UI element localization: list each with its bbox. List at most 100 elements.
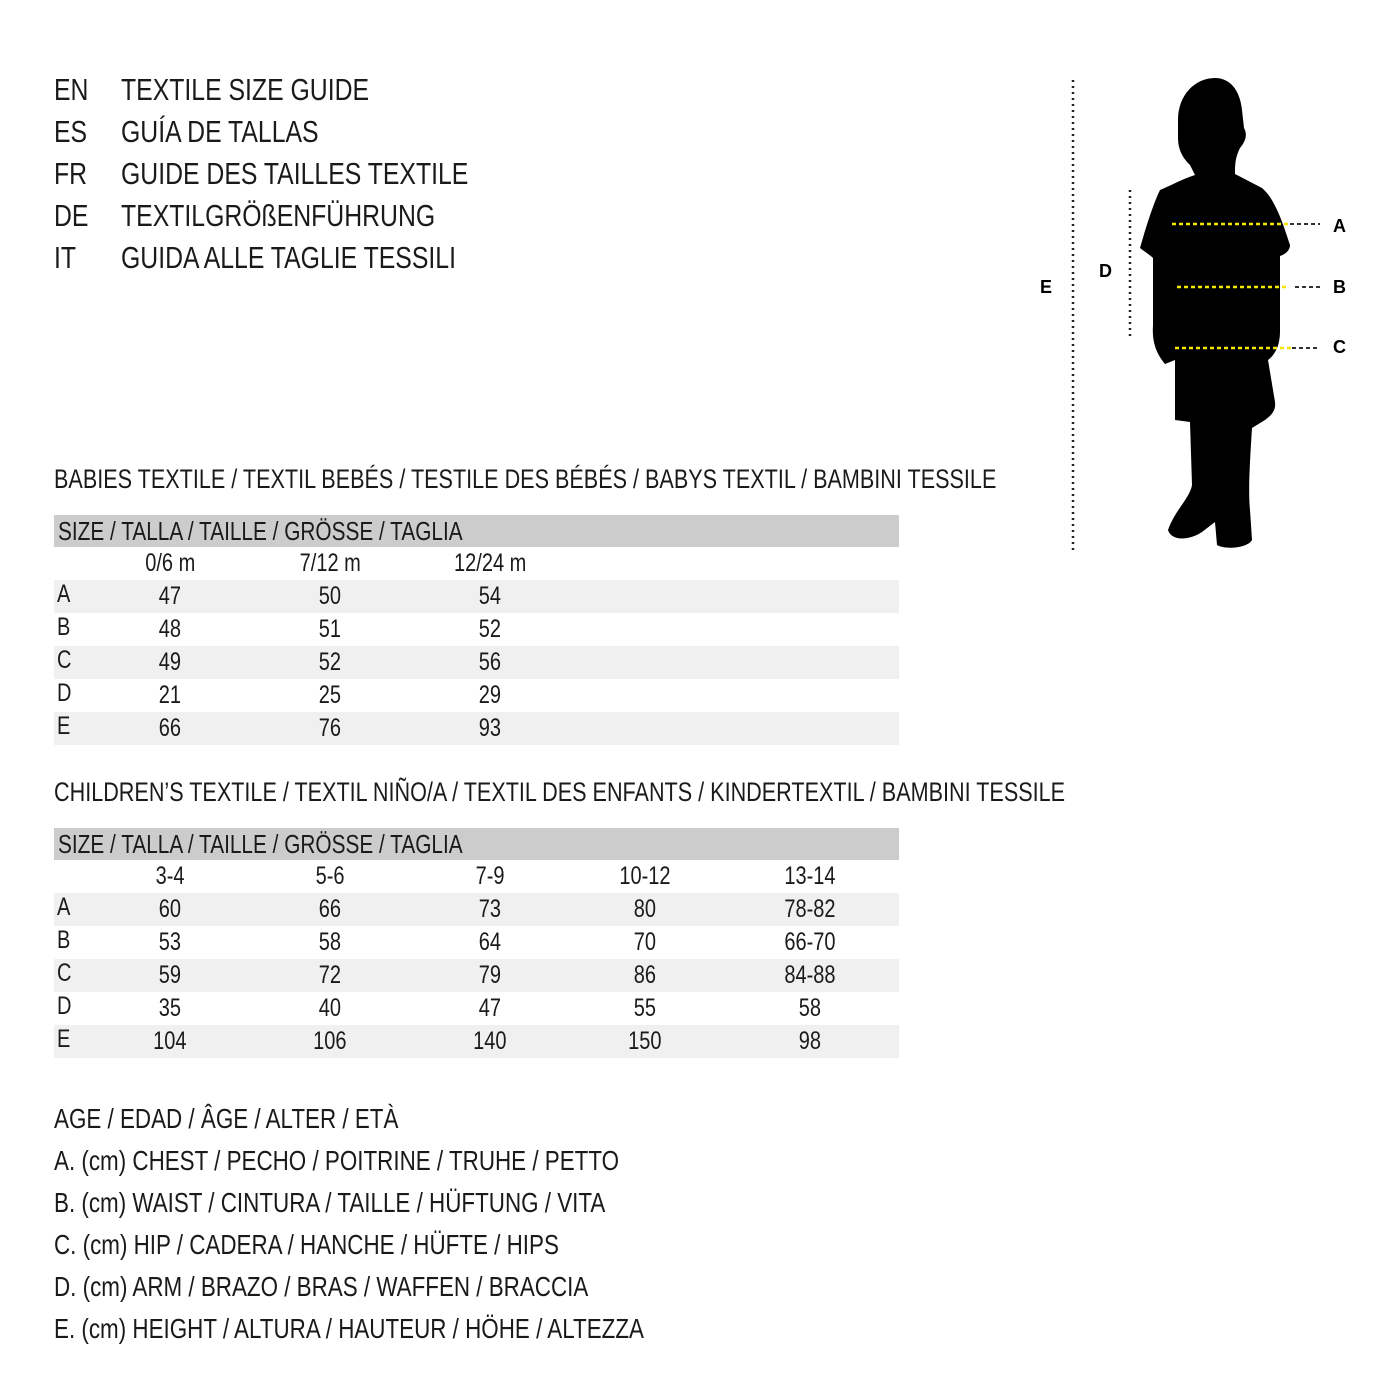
title-de: DE TEXTILGRÖßENFÜHRUNG [54, 198, 435, 234]
table-header: SIZE / TALLA / TAILLE / GRÖSSE / TAGLIA [54, 828, 899, 860]
table-cell: 150 [628, 1027, 662, 1055]
table-cell: 25 [318, 681, 342, 709]
table-cell: 59 [158, 961, 182, 989]
title-fr: FR GUIDE DES TAILLES TEXTILE [54, 156, 468, 192]
table-cell: 47 [158, 582, 182, 610]
row-label: D [57, 679, 72, 707]
row-label: A [57, 580, 71, 608]
legend-waist: B. (cm) WAIST / CINTURA / TAILLE / HÜFTU… [54, 1187, 743, 1219]
row-label: E [57, 1025, 71, 1053]
table-cell: 35 [158, 994, 182, 1022]
table-cell: 21 [158, 681, 182, 709]
label-e: E [1040, 277, 1052, 297]
child-silhouette [1140, 78, 1290, 548]
child-silhouette-figure: E D A B C [1040, 78, 1346, 552]
header-text: SIZE / TALLA / TAILLE / GRÖSSE / TAGLIA [58, 829, 463, 859]
label-a: A [1333, 216, 1346, 236]
table-cell: 76 [318, 714, 342, 742]
column-header: 5-6 [315, 862, 345, 890]
legend-text: A. (cm) CHEST / PECHO / POITRINE / TRUHE… [54, 1145, 620, 1176]
row-label: C [57, 959, 72, 987]
title-es: ES GUÍA DE TALLAS [54, 114, 319, 150]
table-cell: 93 [478, 714, 502, 742]
legend-arm: D. (cm) ARM / BRAZO / BRAS / WAFFEN / BR… [54, 1271, 722, 1303]
children-size-table: SIZE / TALLA / TAILLE / GRÖSSE / TAGLIA 3… [54, 828, 899, 1058]
legend-age: AGE / EDAD / ÂGE / ALTER / ETÀ [54, 1103, 485, 1135]
lang-code: ES [54, 114, 88, 149]
table-row: B 48 51 52 [54, 613, 899, 646]
table-cell: 66 [158, 714, 182, 742]
section-title-text: CHILDREN’S TEXTILE / TEXTIL NIÑO/A / TEX… [54, 777, 1066, 807]
lang-code: FR [54, 156, 88, 191]
table-cell: 73 [478, 895, 502, 923]
header-text: SIZE / TALLA / TAILLE / GRÖSSE / TAGLIA [58, 516, 463, 546]
row-label: A [57, 893, 71, 921]
legend-text: C. (cm) HIP / CADERA / HANCHE / HÜFTE / … [54, 1229, 559, 1260]
lang-code: EN [54, 72, 89, 107]
table-cell: 52 [478, 615, 502, 643]
row-label: B [57, 613, 71, 641]
table-row: E 104 106 140 150 98 [54, 1025, 899, 1058]
lang-code: DE [54, 198, 89, 233]
table-cell: 54 [478, 582, 502, 610]
legend-chest: A. (cm) CHEST / PECHO / POITRINE / TRUHE… [54, 1145, 760, 1177]
table-cell: 78-82 [784, 895, 836, 923]
title-text: GUÍA DE TALLAS [121, 114, 319, 149]
table-cell: 50 [318, 582, 342, 610]
table-cell: 70 [633, 928, 657, 956]
table-row: B 53 58 64 70 66-70 [54, 926, 899, 959]
column-header-row: 3-4 5-6 7-9 10-12 13-14 [54, 860, 899, 893]
label-d: D [1099, 261, 1112, 281]
table-cell: 72 [318, 961, 342, 989]
table-row: A 47 50 54 [54, 580, 899, 613]
column-header-row: 0/6 m 7/12 m 12/24 m [54, 547, 899, 580]
table-row: D 21 25 29 [54, 679, 899, 712]
title-it: IT GUIDA ALLE TAGLIE TESSILI [54, 240, 456, 276]
table-cell: 58 [798, 994, 822, 1022]
table-cell: 48 [158, 615, 182, 643]
table-cell: 86 [633, 961, 657, 989]
table-cell: 66 [318, 895, 342, 923]
title-text: GUIDE DES TAILLES TEXTILE [121, 156, 469, 191]
column-header: 10-12 [619, 862, 671, 890]
table-cell: 79 [478, 961, 502, 989]
table-cell: 60 [158, 895, 182, 923]
table-cell: 106 [313, 1027, 347, 1055]
table-row: A 60 66 73 80 78-82 [54, 893, 899, 926]
table-cell: 140 [473, 1027, 507, 1055]
table-cell: 56 [478, 648, 502, 676]
table-cell: 104 [153, 1027, 187, 1055]
table-cell: 47 [478, 994, 502, 1022]
children-section-title: CHILDREN’S TEXTILE / TEXTIL NIÑO/A / TEX… [54, 777, 1318, 808]
row-label: B [57, 926, 71, 954]
table-row: C 59 72 79 86 84-88 [54, 959, 899, 992]
row-label: E [57, 712, 71, 740]
table-cell: 98 [798, 1027, 822, 1055]
table-cell: 40 [318, 994, 342, 1022]
label-b: B [1333, 277, 1346, 297]
table-cell: 80 [633, 895, 657, 923]
lang-code: IT [54, 240, 77, 275]
column-header: 7-9 [475, 862, 505, 890]
table-row: C 49 52 56 [54, 646, 899, 679]
table-cell: 53 [158, 928, 182, 956]
row-label: D [57, 992, 72, 1020]
title-text: TEXTILGRÖßENFÜHRUNG [121, 198, 436, 233]
table-cell: 49 [158, 648, 182, 676]
babies-size-table: SIZE / TALLA / TAILLE / GRÖSSE / TAGLIA 0… [54, 515, 899, 745]
table-cell: 84-88 [784, 961, 836, 989]
measure-lines [1172, 222, 1320, 350]
row-label: C [57, 646, 72, 674]
legend-text: B. (cm) WAIST / CINTURA / TAILLE / HÜFTU… [54, 1187, 606, 1218]
title-en: EN TEXTILE SIZE GUIDE [54, 72, 369, 108]
table-cell: 64 [478, 928, 502, 956]
label-c: C [1333, 337, 1346, 357]
table-row: E 66 76 93 [54, 712, 899, 745]
legend-text: AGE / EDAD / ÂGE / ALTER / ETÀ [54, 1103, 399, 1134]
table-header: SIZE / TALLA / TAILLE / GRÖSSE / TAGLIA [54, 515, 899, 547]
legend-hip: C. (cm) HIP / CADERA / HANCHE / HÜFTE / … [54, 1229, 685, 1261]
column-header: 0/6 m [144, 549, 196, 577]
table-cell: 55 [633, 994, 657, 1022]
table-cell: 29 [478, 681, 502, 709]
babies-section-title: BABIES TEXTILE / TEXTIL BEBÉS / TESTILE … [54, 464, 1232, 495]
